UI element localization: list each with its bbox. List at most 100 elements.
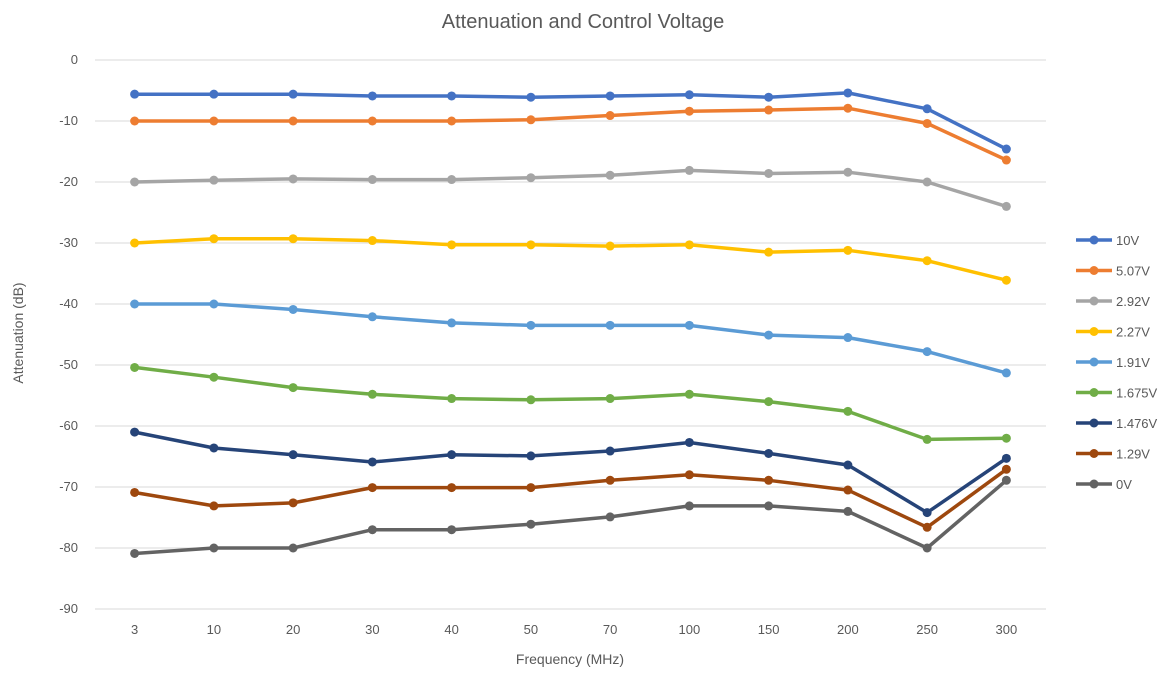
y-tick-label: -20 [59, 174, 78, 189]
data-point [684, 320, 694, 330]
data-point [764, 397, 774, 407]
data-point [764, 247, 774, 257]
data-point [130, 487, 140, 497]
data-point [605, 320, 615, 330]
legend-label: 2.27V [1116, 325, 1150, 340]
y-axis-title: Attenuation (dB) [10, 282, 26, 383]
data-point [605, 446, 615, 456]
legend-swatch-marker [1089, 235, 1099, 245]
data-point [684, 240, 694, 250]
series-line [132, 106, 1009, 162]
data-point [209, 501, 219, 511]
data-point [288, 543, 298, 553]
legend-swatch-marker [1089, 266, 1099, 275]
data-point [209, 89, 219, 99]
legend-label: 0V [1116, 477, 1132, 492]
data-point [367, 457, 377, 467]
data-point [922, 434, 932, 444]
data-point [922, 522, 932, 532]
x-tick-label: 300 [996, 622, 1018, 637]
legend-item: 0V [1076, 477, 1132, 492]
data-point [1001, 453, 1011, 463]
data-point [526, 451, 536, 461]
data-point [209, 299, 219, 309]
data-point [288, 450, 298, 460]
x-tick-label: 10 [207, 622, 221, 637]
x-tick-label: 100 [679, 622, 701, 637]
y-tick-label: -10 [59, 113, 78, 128]
x-tick-label: 250 [916, 622, 938, 637]
x-tick-label: 3 [131, 622, 138, 637]
legend-item: 5.07V [1076, 264, 1150, 279]
data-point [288, 383, 298, 393]
data-point [605, 475, 615, 485]
data-point [130, 299, 140, 309]
data-point [367, 483, 377, 493]
data-point [922, 256, 932, 266]
series-layer [130, 88, 1011, 558]
x-axis-tick-labels: 3 10 20 30 40 50 70 100 150 200 250 300 [131, 622, 1017, 637]
data-point [922, 177, 932, 187]
y-tick-label: -80 [59, 540, 78, 555]
data-point [447, 450, 457, 460]
data-point [684, 165, 694, 175]
legend-swatch-marker [1089, 327, 1099, 336]
legend-item: 2.92V [1076, 294, 1150, 309]
data-point [684, 501, 694, 511]
series-line [132, 302, 1009, 375]
data-point [209, 372, 219, 382]
legend: 10V 5.07V 2.92V 2.27V 1.91V 1.675V 1.476V 1.29V… [1076, 233, 1158, 492]
y-tick-label: -90 [59, 601, 78, 616]
data-point [1001, 368, 1011, 378]
legend-swatch-marker [1089, 388, 1099, 397]
series-2.27V [130, 234, 1011, 285]
legend-swatch-marker [1089, 449, 1099, 458]
data-point [130, 427, 140, 437]
series-10V [130, 88, 1011, 154]
data-point [764, 448, 774, 458]
legend-label: 1.91V [1116, 355, 1150, 370]
data-point [447, 240, 457, 250]
y-axis-tick-labels: 0 -10 -20 -30 -40 -50 -60 -70 -80 -90 [59, 52, 78, 616]
data-point [764, 105, 774, 115]
data-point [288, 89, 298, 99]
data-point [367, 525, 377, 535]
data-point [526, 395, 536, 405]
data-point [1001, 155, 1011, 165]
data-point [922, 104, 932, 114]
data-point [367, 236, 377, 246]
data-point [288, 174, 298, 184]
data-point [1001, 433, 1011, 443]
series-2.92V [130, 165, 1011, 211]
data-point [447, 318, 457, 328]
x-tick-label: 70 [603, 622, 617, 637]
data-point [922, 347, 932, 357]
data-point [764, 501, 774, 511]
data-point [843, 245, 853, 255]
x-tick-label: 50 [524, 622, 538, 637]
y-tick-label: 0 [71, 52, 78, 67]
data-point [209, 443, 219, 453]
data-point [526, 320, 536, 330]
data-point [209, 116, 219, 126]
y-tick-label: -40 [59, 296, 78, 311]
data-point [209, 543, 219, 553]
series-line [132, 365, 1009, 442]
y-tick-label: -60 [59, 418, 78, 433]
data-point [130, 89, 140, 99]
data-point [843, 167, 853, 177]
x-tick-label: 20 [286, 622, 300, 637]
data-point [526, 173, 536, 183]
series-line [132, 91, 1009, 151]
legend-swatch-marker [1089, 479, 1099, 489]
x-tick-label: 150 [758, 622, 780, 637]
data-point [447, 525, 457, 535]
data-point [605, 394, 615, 404]
data-point [288, 116, 298, 126]
data-point [684, 470, 694, 480]
series-line [132, 168, 1009, 209]
data-point [1001, 475, 1011, 485]
legend-label: 1.29V [1116, 447, 1150, 462]
data-point [684, 437, 694, 447]
